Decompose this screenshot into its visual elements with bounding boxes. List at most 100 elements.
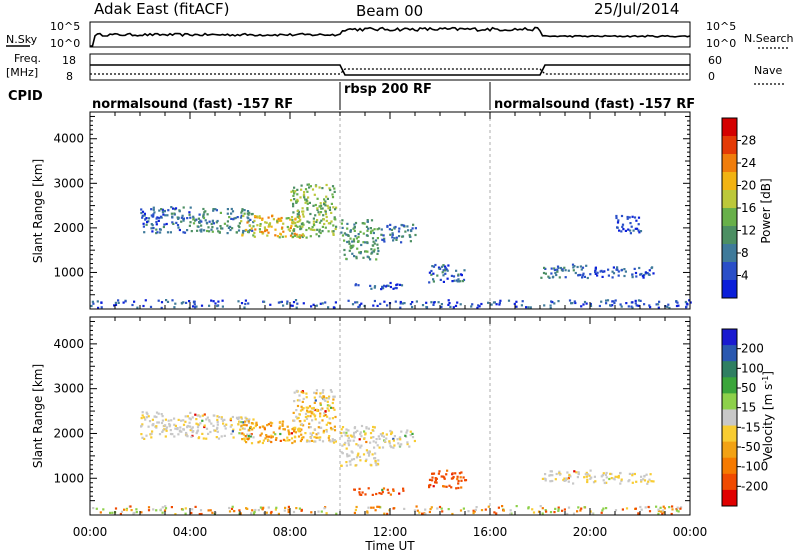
power-cell [634, 227, 637, 230]
velocity-cell [295, 409, 298, 412]
power-cell [292, 229, 296, 232]
power-cell [202, 207, 205, 211]
power-cell [441, 271, 444, 274]
power-cell [332, 306, 335, 309]
power-cell [326, 197, 329, 200]
velocity-cell [147, 509, 151, 512]
velocity-cell [377, 459, 380, 462]
power-cell [182, 301, 185, 304]
freq-panel-frame [89, 53, 691, 81]
velocity-cell [298, 507, 301, 510]
velocity-cell [148, 420, 152, 423]
power-cell [332, 233, 335, 236]
velocity-cell [315, 392, 318, 395]
velocity-cell [192, 430, 195, 433]
power-cell [633, 267, 636, 270]
power-cell [370, 219, 374, 222]
velocity-cell [349, 434, 352, 437]
power-cell [161, 208, 164, 211]
power-cell [313, 228, 316, 232]
power-cell [302, 302, 305, 305]
power-cell [153, 211, 156, 214]
power-cell [632, 229, 635, 232]
power-cell [210, 228, 213, 231]
power-cell [432, 280, 435, 283]
velocity-cell [304, 412, 308, 415]
velocity-cell [313, 428, 317, 431]
velocity-cell [332, 406, 335, 410]
velocity-cell [230, 507, 234, 510]
velocity-cell [459, 476, 462, 479]
velocity-cell [382, 487, 386, 490]
velocity-cell [345, 431, 348, 434]
velocity-cell [209, 430, 212, 434]
colorbar-swatch [722, 489, 737, 507]
velocity-cell [328, 417, 331, 420]
velocity-cell [299, 430, 302, 433]
power-cell [402, 224, 406, 227]
velocity-cell [314, 408, 317, 412]
power-cell [247, 220, 250, 223]
velocity-cell [255, 423, 258, 426]
power-cell [152, 208, 155, 211]
power-cell [540, 276, 543, 279]
power-cell [254, 216, 257, 219]
velocity-cell [267, 435, 270, 438]
velocity-cell [241, 432, 244, 435]
velocity-cell [254, 508, 257, 512]
velocity-cell [306, 409, 309, 412]
power-cell [576, 265, 579, 269]
power-cell [629, 229, 632, 232]
velocity-cell [173, 435, 176, 438]
velocity-cell [261, 441, 264, 445]
velocity-cell [612, 477, 615, 480]
velocity-cell [359, 433, 362, 436]
velocity-cell [347, 444, 351, 447]
power-cell [150, 223, 153, 226]
velocity-cell [331, 440, 334, 443]
velocity-cell [324, 399, 327, 402]
power-cell [574, 271, 577, 275]
velocity-cell [203, 424, 206, 427]
power-cell [378, 227, 381, 230]
power-cell [279, 301, 282, 304]
velocity-cell [333, 429, 337, 432]
power-cell [199, 229, 202, 232]
velocity-cell [675, 508, 678, 511]
velocity-cell [292, 411, 295, 414]
velocity-cell [213, 429, 216, 432]
power-cell [141, 210, 145, 213]
velocity-cell [291, 428, 294, 431]
velocity-cell [312, 413, 315, 416]
power-cell [303, 191, 306, 194]
power-cell [180, 216, 183, 219]
velocity-cell [307, 411, 310, 414]
velocity-cell [147, 425, 150, 428]
velocity-cell [274, 433, 277, 436]
velocity-cell [549, 474, 552, 477]
power-cell [346, 240, 349, 244]
power-cell [351, 245, 354, 249]
velocity-cell [163, 509, 167, 512]
velocity-cell [196, 423, 199, 426]
power-cell [167, 209, 170, 212]
velocity-cell [264, 437, 267, 440]
power-cell [177, 226, 180, 229]
x-tick-label: 20:00 [573, 525, 608, 539]
power-cell [232, 218, 235, 221]
power-cell [162, 225, 165, 229]
velocity-panel-frame [89, 316, 691, 516]
velocity-cell [208, 420, 211, 423]
velocity-cell [356, 454, 359, 457]
velocity-cell [173, 417, 176, 420]
power-cell [457, 280, 461, 283]
power-cell [609, 304, 612, 307]
colorbar-swatch [722, 457, 737, 475]
velocity-cell [373, 426, 376, 429]
power-cell [190, 230, 193, 233]
power-cell [226, 208, 229, 211]
power-cell [309, 228, 312, 231]
velocity-cell [544, 509, 547, 512]
power-cell [197, 225, 200, 228]
